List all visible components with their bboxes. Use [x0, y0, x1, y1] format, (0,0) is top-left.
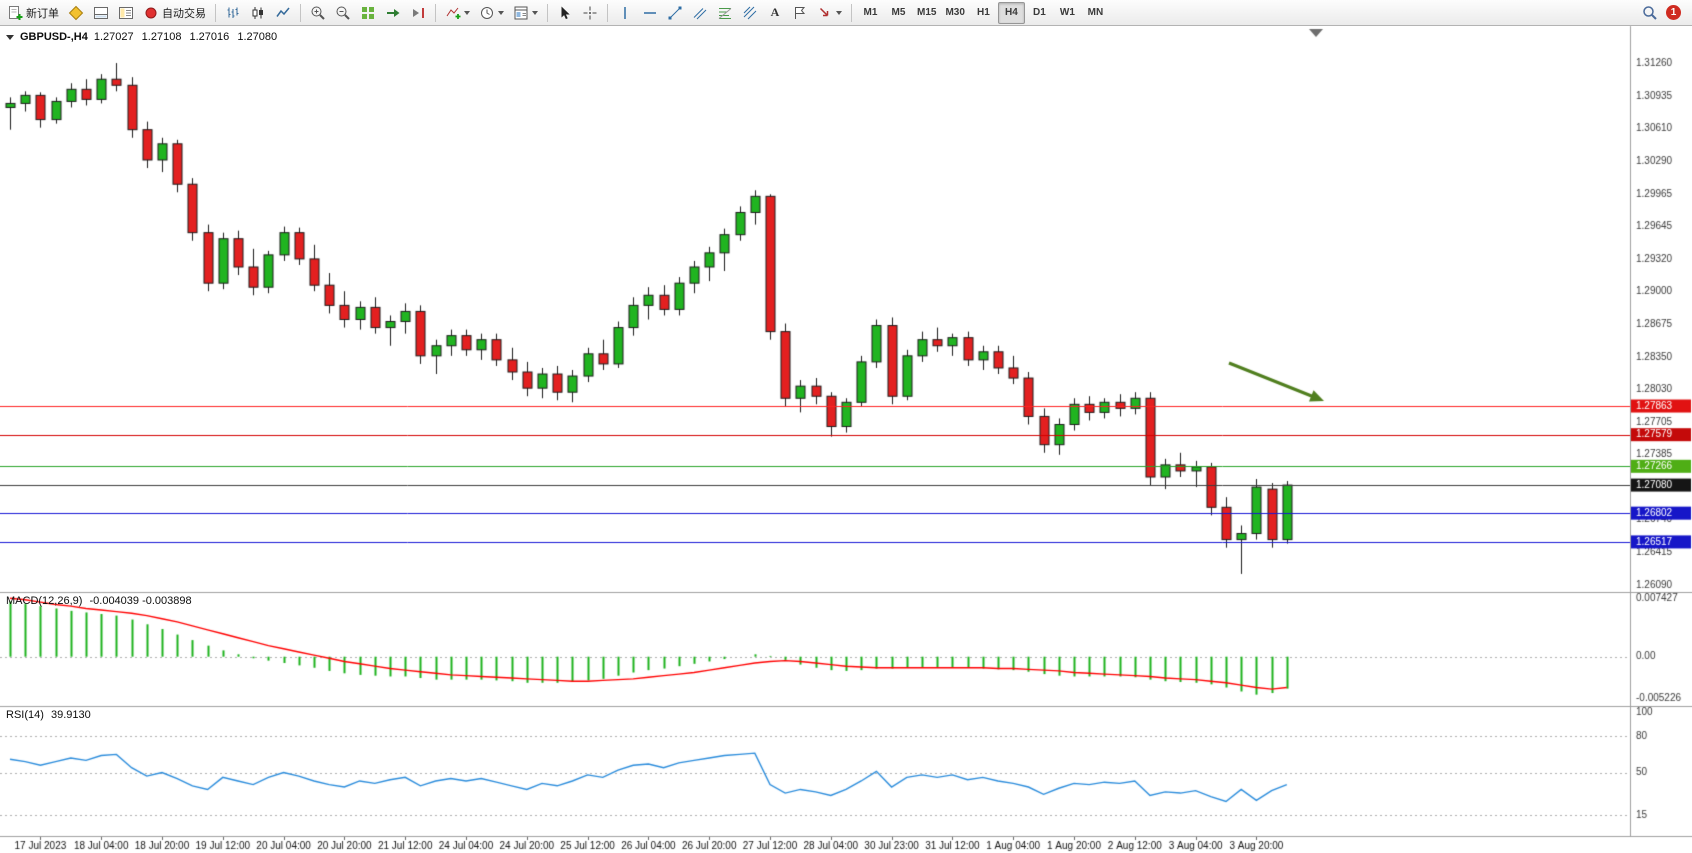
- new-order-icon: [7, 5, 23, 21]
- chart-shift-icon: [410, 5, 426, 21]
- timeframe-h1-button[interactable]: H1: [970, 2, 997, 24]
- timeframe-mn-button[interactable]: MN: [1082, 2, 1109, 24]
- chart-symbol-period: GBPUSD-,H4: [20, 31, 88, 43]
- indicators-icon: [445, 5, 461, 21]
- timeframe-m30-button[interactable]: M30: [941, 2, 968, 24]
- search-icon: [1642, 5, 1658, 21]
- crosshair-tool-button[interactable]: [578, 2, 602, 24]
- autotrading-button[interactable]: 自动交易: [139, 2, 210, 24]
- toolbar-separator: [851, 3, 852, 22]
- indicators-button[interactable]: [441, 2, 474, 24]
- zoom-in-button[interactable]: [306, 2, 330, 24]
- ohlc-open: 1.27027: [93, 31, 134, 43]
- zoom-out-icon: [335, 5, 351, 21]
- rsi-indicator-label: RSI(14) 39.9130: [6, 709, 95, 721]
- bar-chart-button[interactable]: [221, 2, 245, 24]
- chart-title: GBPUSD-,H4 1.27027 1.27108 1.27016 1.270…: [6, 31, 282, 43]
- fibonacci-retracement-icon: [717, 5, 733, 21]
- main-toolbar: 新订单 自动交易: [0, 0, 1692, 26]
- cursor-tool-button[interactable]: [553, 2, 577, 24]
- tile-windows-button[interactable]: [356, 2, 380, 24]
- templates-icon: [513, 5, 529, 21]
- cursor-icon: [557, 5, 573, 21]
- candlestick-chart-button[interactable]: [246, 2, 270, 24]
- zoom-out-button[interactable]: [331, 2, 355, 24]
- periods-clock-icon: [479, 5, 495, 21]
- chevron-down-icon: [464, 10, 470, 15]
- autotrading-status-icon: [143, 5, 159, 21]
- chevron-down-icon: [532, 10, 538, 15]
- fibonacci-tool-button[interactable]: [713, 2, 737, 24]
- timeframe-w1-button[interactable]: W1: [1054, 2, 1081, 24]
- chevron-down-icon: [498, 10, 504, 15]
- rsi-value: 39.9130: [50, 709, 91, 721]
- templates-button[interactable]: [509, 2, 542, 24]
- metaeditor-button[interactable]: [64, 2, 88, 24]
- line-chart-button[interactable]: [271, 2, 295, 24]
- chart-shift-button[interactable]: [406, 2, 430, 24]
- equidistant-channel-tool-button[interactable]: [688, 2, 712, 24]
- bar-chart-icon: [225, 5, 241, 21]
- arrow-tools-button[interactable]: [813, 2, 846, 24]
- timeframe-m15-button[interactable]: M15: [913, 2, 940, 24]
- search-button[interactable]: [1638, 2, 1662, 24]
- chevron-down-icon: [836, 10, 842, 15]
- auto-scroll-button[interactable]: [381, 2, 405, 24]
- autotrading-label: 自动交易: [162, 7, 206, 20]
- toolbar-separator: [215, 3, 216, 22]
- auto-scroll-icon: [385, 5, 401, 21]
- text-label-tool-button[interactable]: [788, 2, 812, 24]
- horizontal-line-tool-button[interactable]: [638, 2, 662, 24]
- rsi-title: RSI(14): [6, 709, 44, 721]
- chart-ohlc: 1.27027 1.27108 1.27016 1.27080: [94, 31, 282, 43]
- text-tool-icon: A: [770, 5, 780, 19]
- symbol-dropdown-icon[interactable]: [6, 34, 14, 40]
- ohlc-low: 1.27016: [189, 31, 230, 43]
- periods-button[interactable]: [475, 2, 508, 24]
- terminal-icon: [93, 5, 109, 21]
- trendline-icon: [667, 5, 683, 21]
- new-order-label: 新订单: [26, 7, 59, 20]
- new-order-button[interactable]: 新订单: [3, 2, 63, 24]
- notification-badge[interactable]: 1: [1666, 5, 1681, 20]
- trendline-tool-button[interactable]: [663, 2, 687, 24]
- equidistant-channel-icon: [692, 5, 708, 21]
- macd-title: MACD(12,26,9): [6, 595, 83, 607]
- macd-values: -0.004039 -0.003898: [89, 595, 192, 607]
- toolbar-separator: [607, 3, 608, 22]
- crosshair-icon: [582, 5, 598, 21]
- text-label-icon: [792, 5, 808, 21]
- ohlc-close: 1.27080: [237, 31, 278, 43]
- vertical-line-icon: [617, 5, 633, 21]
- ohlc-high: 1.27108: [141, 31, 182, 43]
- timeframe-d1-button[interactable]: D1: [1026, 2, 1053, 24]
- candlestick-chart-icon: [250, 5, 266, 21]
- arrow-tools-icon: [817, 5, 833, 21]
- timeframe-m5-button[interactable]: M5: [885, 2, 912, 24]
- metaeditor-icon: [68, 5, 84, 21]
- navigator-button[interactable]: [114, 2, 138, 24]
- vertical-line-tool-button[interactable]: [613, 2, 637, 24]
- andrews-pitchfork-tool-button[interactable]: [738, 2, 762, 24]
- toolbar-separator: [300, 3, 301, 22]
- text-tool-button[interactable]: A: [763, 2, 787, 24]
- toolbar-separator: [435, 3, 436, 22]
- toolbar-separator: [547, 3, 548, 22]
- andrews-pitchfork-icon: [742, 5, 758, 21]
- navigator-icon: [118, 5, 134, 21]
- horizontal-line-icon: [642, 5, 658, 21]
- terminal-button[interactable]: [89, 2, 113, 24]
- macd-indicator-label: MACD(12,26,9) -0.004039 -0.003898: [6, 595, 196, 607]
- line-chart-icon: [275, 5, 291, 21]
- tile-windows-icon: [360, 5, 376, 21]
- zoom-in-icon: [310, 5, 326, 21]
- timeframe-h4-button[interactable]: H4: [997, 1, 1025, 24]
- timeframe-m1-button[interactable]: M1: [857, 2, 884, 24]
